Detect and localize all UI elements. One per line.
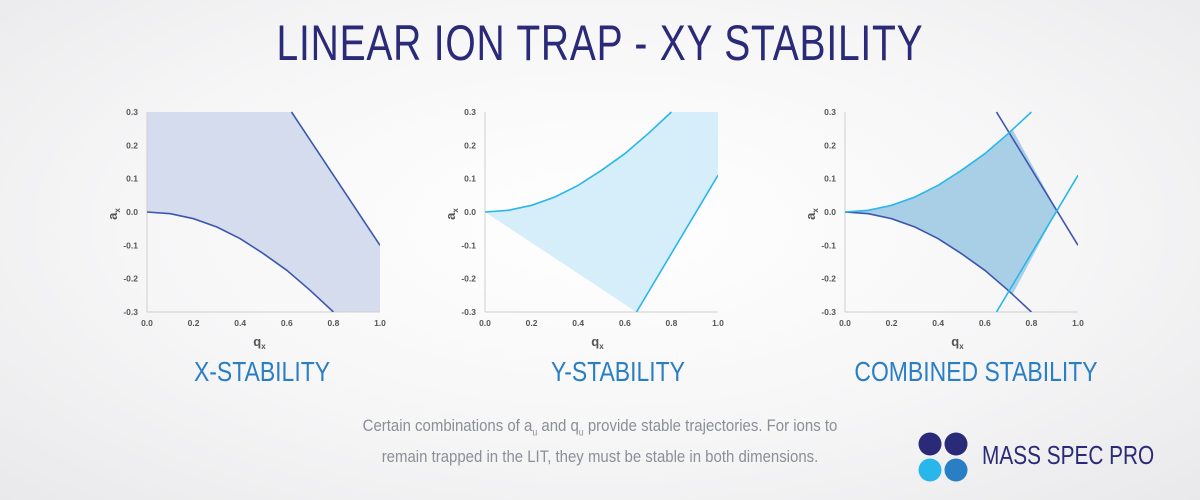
x-tick-label: 0.2 [886,318,898,328]
y-tick-label: -0.2 [461,274,476,284]
caption-line-2: remain trapped in the LIT, they must be … [381,447,819,467]
y-tick-label: -0.3 [821,307,836,317]
y-tick-label: -0.1 [821,240,836,250]
x-tick-label: 0.0 [839,318,851,328]
stability-boundary-line [995,174,1078,312]
combined-stability-chart: 0.0 0.2 0.4 0.6 0.8 1.0 0.3 0.2 0.1 0.0 -0.1 -0.2 -0… [803,107,1084,351]
y-axis-label-subscript: x [811,208,820,213]
y-axis-label-subscript: x [451,208,460,213]
y-tick-label: -0.1 [461,240,476,250]
x-axis-label-subscript: x [599,342,604,351]
x-tick-label: 1.0 [374,318,386,328]
y-tick-label: 0.3 [126,107,138,117]
caption-text-3: provide stable trajectories. For ions to [583,416,838,435]
combined-stability-subtitle: COMBINED STABILITY [854,356,1098,387]
y-tick-label: 0.3 [464,107,476,117]
y-axis-label-subscript: x [113,208,122,213]
y-tick-label: 0.2 [464,140,476,150]
y-tick-label: 0.2 [126,140,138,150]
stability-boundary-line [845,111,1032,213]
y-stability-chart: 0.0 0.2 0.4 0.6 0.8 1.0 0.3 0.2 0.1 0.0 -0.1 -0.2 -0… [443,107,724,351]
y-axis-label: ax [443,208,460,220]
y-tick-label: -0.2 [821,274,836,284]
stability-boundary-line [147,211,334,312]
y-tick-label: -0.2 [123,274,138,284]
x-tick-label: 0.4 [234,318,246,328]
y-tick-label: 0.1 [464,174,476,184]
page-title: LINEAR ION TRAP - XY STABILITY [276,15,924,71]
logo-dot-bottom-right [944,458,968,482]
x-axis-label: qx [591,334,604,351]
y-tick-label: -0.3 [461,307,476,317]
x-tick-label: 0.8 [665,318,677,328]
y-tick-label: 0.1 [824,174,836,184]
y-tick-label: -0.3 [123,307,138,317]
x-tick-label: 0.6 [619,318,631,328]
stable-region [845,130,1057,294]
x-tick-label: 0.4 [932,318,944,328]
x-tick-label: 0.8 [1025,318,1037,328]
x-tick-label: 0.6 [281,318,293,328]
caption-text-2: and q [537,416,579,435]
stable-region [485,112,718,312]
x-axis-label-subscript: x [959,342,964,351]
y-axis-label: ax [803,208,820,220]
logo-dot-top-left [918,432,942,456]
y-tick-label: -0.1 [123,240,138,250]
caption-sub-u-2: u [578,427,584,439]
stability-boundary-line [635,174,718,312]
y-axis-label: ax [105,208,122,220]
brand-name: MASS SPEC PRO [982,440,1155,470]
caption-text-1: Certain combinations of a [362,416,533,435]
y-tick-label: 0.2 [824,140,836,150]
x-tick-label: 0.4 [572,318,584,328]
stability-boundary-line [485,111,672,213]
x-tick-label: 0.0 [141,318,153,328]
caption: Certain combinations of au and qu provid… [336,414,864,469]
logo-dot-top-right [944,432,968,456]
stability-boundary-line [845,211,1032,312]
x-tick-label: 0.2 [188,318,200,328]
y-tick-label: 0.0 [824,207,836,217]
stable-region [147,112,380,312]
x-tick-label: 0.6 [979,318,991,328]
x-tick-label: 1.0 [1072,318,1084,328]
x-stability-subtitle: X-STABILITY [193,356,331,387]
x-tick-label: 0.2 [526,318,538,328]
x-tick-label: 1.0 [712,318,724,328]
y-stability-subtitle: Y-STABILITY [551,356,685,387]
brand-logo [918,432,968,482]
x-tick-label: 0.8 [327,318,339,328]
y-tick-label: 0.0 [126,207,138,217]
x-stability-chart: 0.0 0.2 0.4 0.6 0.8 1.0 0.3 0.2 0.1 0.0 -0.1 -0.2 -0… [105,107,386,351]
x-axis-label: qx [951,334,964,351]
y-tick-label: 0.0 [464,207,476,217]
x-tick-label: 0.0 [479,318,491,328]
stability-boundary-line [995,111,1078,246]
caption-sub-u-1: u [532,427,538,439]
y-tick-label: 0.3 [824,107,836,117]
logo-dot-bottom-left [918,458,942,482]
x-axis-label-subscript: x [261,342,266,351]
y-tick-label: 0.1 [126,174,138,184]
stability-boundary-line [290,111,380,246]
x-axis-label: qx [253,334,266,351]
